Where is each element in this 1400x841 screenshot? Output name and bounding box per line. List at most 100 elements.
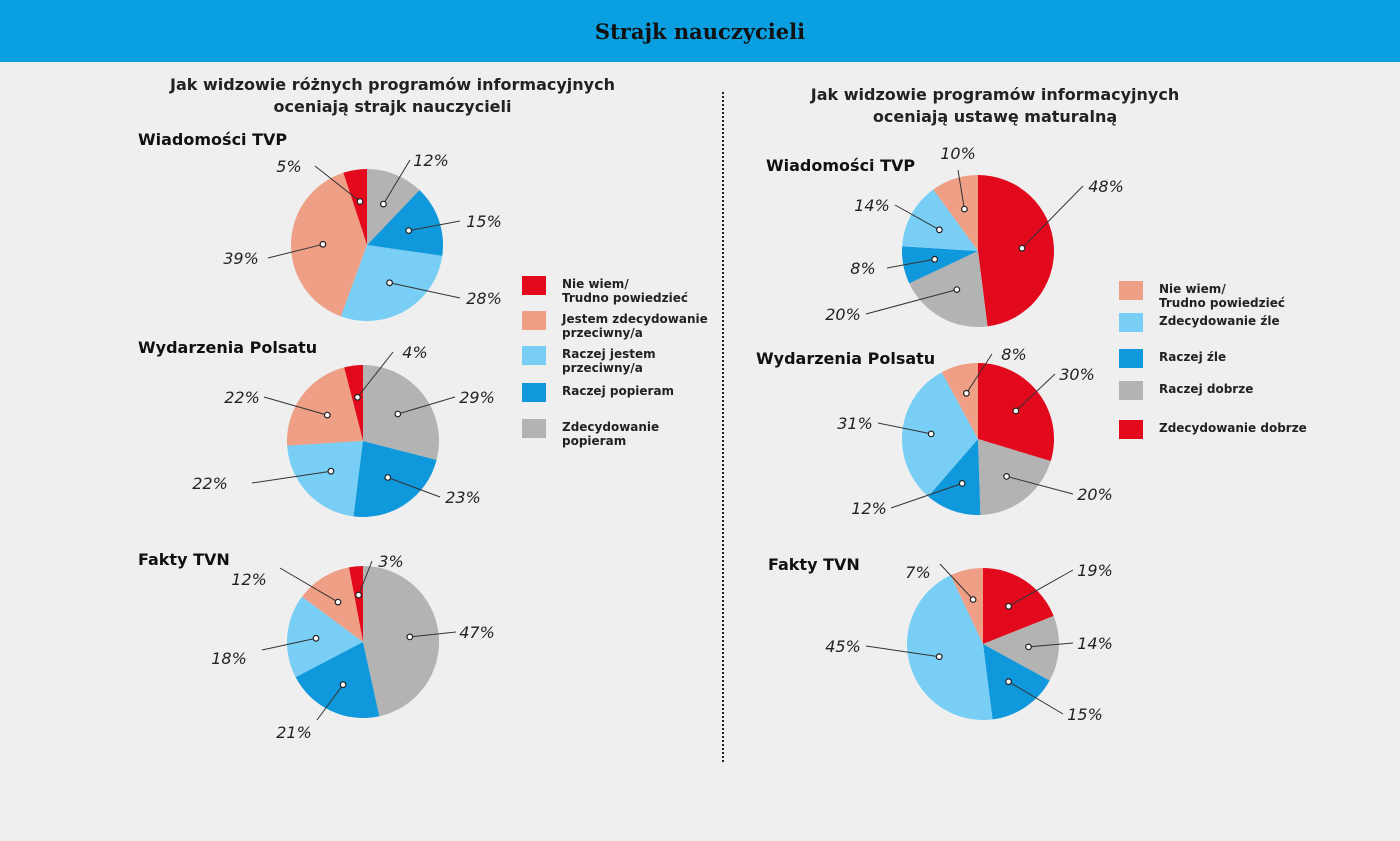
leader-dot bbox=[323, 411, 331, 419]
leader-dot bbox=[963, 389, 970, 397]
legend-label: Raczej źle bbox=[1159, 350, 1227, 364]
legend-swatch bbox=[1119, 349, 1143, 368]
leader-line bbox=[389, 282, 461, 299]
leader-dot bbox=[380, 200, 387, 208]
leader-line bbox=[267, 243, 324, 259]
data-label: 30% bbox=[1059, 365, 1095, 384]
data-label: 31% bbox=[837, 414, 873, 433]
leader-line bbox=[894, 204, 940, 231]
pie-slice-5 bbox=[363, 566, 440, 717]
leader-dot bbox=[936, 226, 943, 234]
leader-line bbox=[357, 351, 394, 398]
leader-dot bbox=[969, 596, 977, 603]
pie-slice-3 bbox=[901, 246, 978, 284]
legend-label: Nie wiem/ Trudno powiedzieć bbox=[562, 277, 688, 305]
data-label: 7% bbox=[905, 563, 930, 582]
leader-line bbox=[1006, 475, 1074, 495]
pie-slice-4 bbox=[367, 190, 444, 256]
leader-dot bbox=[927, 430, 935, 438]
leader-line bbox=[314, 165, 361, 202]
data-label: 12% bbox=[231, 570, 267, 589]
pie-slice-4 bbox=[906, 575, 993, 721]
chart-title-right-polsat: Wydarzenia Polsatu bbox=[756, 349, 936, 368]
data-label: 39% bbox=[223, 249, 259, 268]
pie-slice-1 bbox=[978, 175, 1054, 327]
legend-swatch bbox=[522, 311, 546, 330]
leader-line bbox=[409, 631, 457, 638]
legend-label: Zdecydowanie dobrze bbox=[1159, 421, 1307, 435]
data-label: 15% bbox=[1067, 705, 1103, 724]
leader-line bbox=[1008, 681, 1064, 715]
pie-slice-2 bbox=[290, 172, 367, 317]
data-label: 45% bbox=[825, 637, 861, 656]
leader-line bbox=[877, 422, 932, 435]
pie-slice-3 bbox=[928, 439, 981, 515]
legend-label: Zdecydowanie źle bbox=[1159, 314, 1280, 328]
leader-dot bbox=[405, 227, 413, 235]
panel-divider bbox=[722, 92, 724, 762]
leader-line bbox=[261, 637, 317, 651]
data-label: 23% bbox=[445, 488, 481, 507]
data-label: 3% bbox=[378, 552, 403, 571]
leader-dot bbox=[1025, 643, 1032, 651]
leader-dot bbox=[339, 681, 347, 689]
leader-dot bbox=[354, 393, 361, 401]
pie-slice-5 bbox=[941, 363, 978, 439]
leader-line bbox=[279, 567, 339, 603]
data-label: 12% bbox=[851, 499, 887, 518]
data-label: 4% bbox=[402, 343, 427, 362]
pie-slice-1 bbox=[343, 169, 367, 245]
legend-label: Jestem zdecydowanie przeciwny/a bbox=[562, 312, 708, 340]
data-label: 10% bbox=[940, 144, 976, 163]
leader-dot bbox=[1018, 244, 1026, 252]
chart-title-right-tvp: Wiadomości TVP bbox=[766, 156, 916, 175]
leader-line bbox=[1021, 185, 1084, 249]
pie-slice-5 bbox=[950, 568, 983, 644]
leader-line bbox=[1028, 642, 1074, 648]
legend-swatch bbox=[522, 276, 546, 295]
data-label: 19% bbox=[1077, 561, 1113, 580]
leader-dot bbox=[327, 467, 335, 475]
leader-line bbox=[387, 477, 441, 498]
pie-slice-2 bbox=[983, 616, 1059, 681]
pie-slice-2 bbox=[287, 367, 363, 446]
left-panel-title-line1: Jak widzowie różnych programów informacy… bbox=[170, 75, 615, 94]
pie-slice-2 bbox=[909, 251, 988, 328]
legend-swatch bbox=[522, 419, 546, 438]
right-panel-title-line1: Jak widzowie programów informacyjnych bbox=[810, 85, 1180, 104]
legend-label: Raczej popieram bbox=[562, 384, 675, 398]
header-bar: Strajk nauczycieli bbox=[0, 0, 1400, 62]
pie-slice-1 bbox=[983, 568, 1054, 644]
chart-title-left-tvp: Wiadomości TVP bbox=[138, 130, 288, 149]
leader-dot bbox=[958, 480, 966, 487]
data-label: 47% bbox=[459, 623, 495, 642]
pie-slice-2 bbox=[301, 567, 363, 642]
leader-dot bbox=[384, 474, 392, 481]
left-panel-title-line2: oceniają strajk nauczycieli bbox=[273, 97, 512, 116]
legend-swatch bbox=[1119, 281, 1143, 300]
legend-label: Zdecydowanie popieram bbox=[562, 420, 660, 448]
leader-line bbox=[890, 482, 963, 509]
leader-dot bbox=[1005, 602, 1012, 610]
data-label: 28% bbox=[466, 289, 502, 308]
data-label: 12% bbox=[413, 151, 449, 170]
leader-line bbox=[957, 169, 965, 210]
data-label: 8% bbox=[850, 259, 875, 278]
leader-line bbox=[865, 645, 940, 658]
leader-line bbox=[397, 396, 456, 415]
data-label: 5% bbox=[276, 157, 301, 176]
chart-title-right-tvn: Fakty TVN bbox=[768, 555, 860, 574]
leader-dot bbox=[1003, 473, 1010, 480]
legend-swatch bbox=[1119, 420, 1143, 439]
leader-line bbox=[1008, 569, 1074, 607]
pie-slice-3 bbox=[287, 441, 363, 517]
data-label: 18% bbox=[211, 649, 247, 668]
leader-line bbox=[263, 396, 328, 416]
legend-label: Raczej dobrze bbox=[1159, 382, 1254, 396]
legend-swatch bbox=[1119, 381, 1143, 400]
